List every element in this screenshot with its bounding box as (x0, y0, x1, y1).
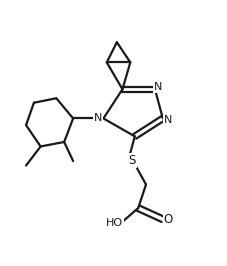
Text: HO: HO (106, 218, 123, 228)
Text: N: N (164, 115, 172, 124)
Text: S: S (128, 154, 136, 167)
Text: N: N (153, 82, 162, 93)
Text: N: N (94, 113, 102, 123)
Text: O: O (164, 213, 173, 226)
